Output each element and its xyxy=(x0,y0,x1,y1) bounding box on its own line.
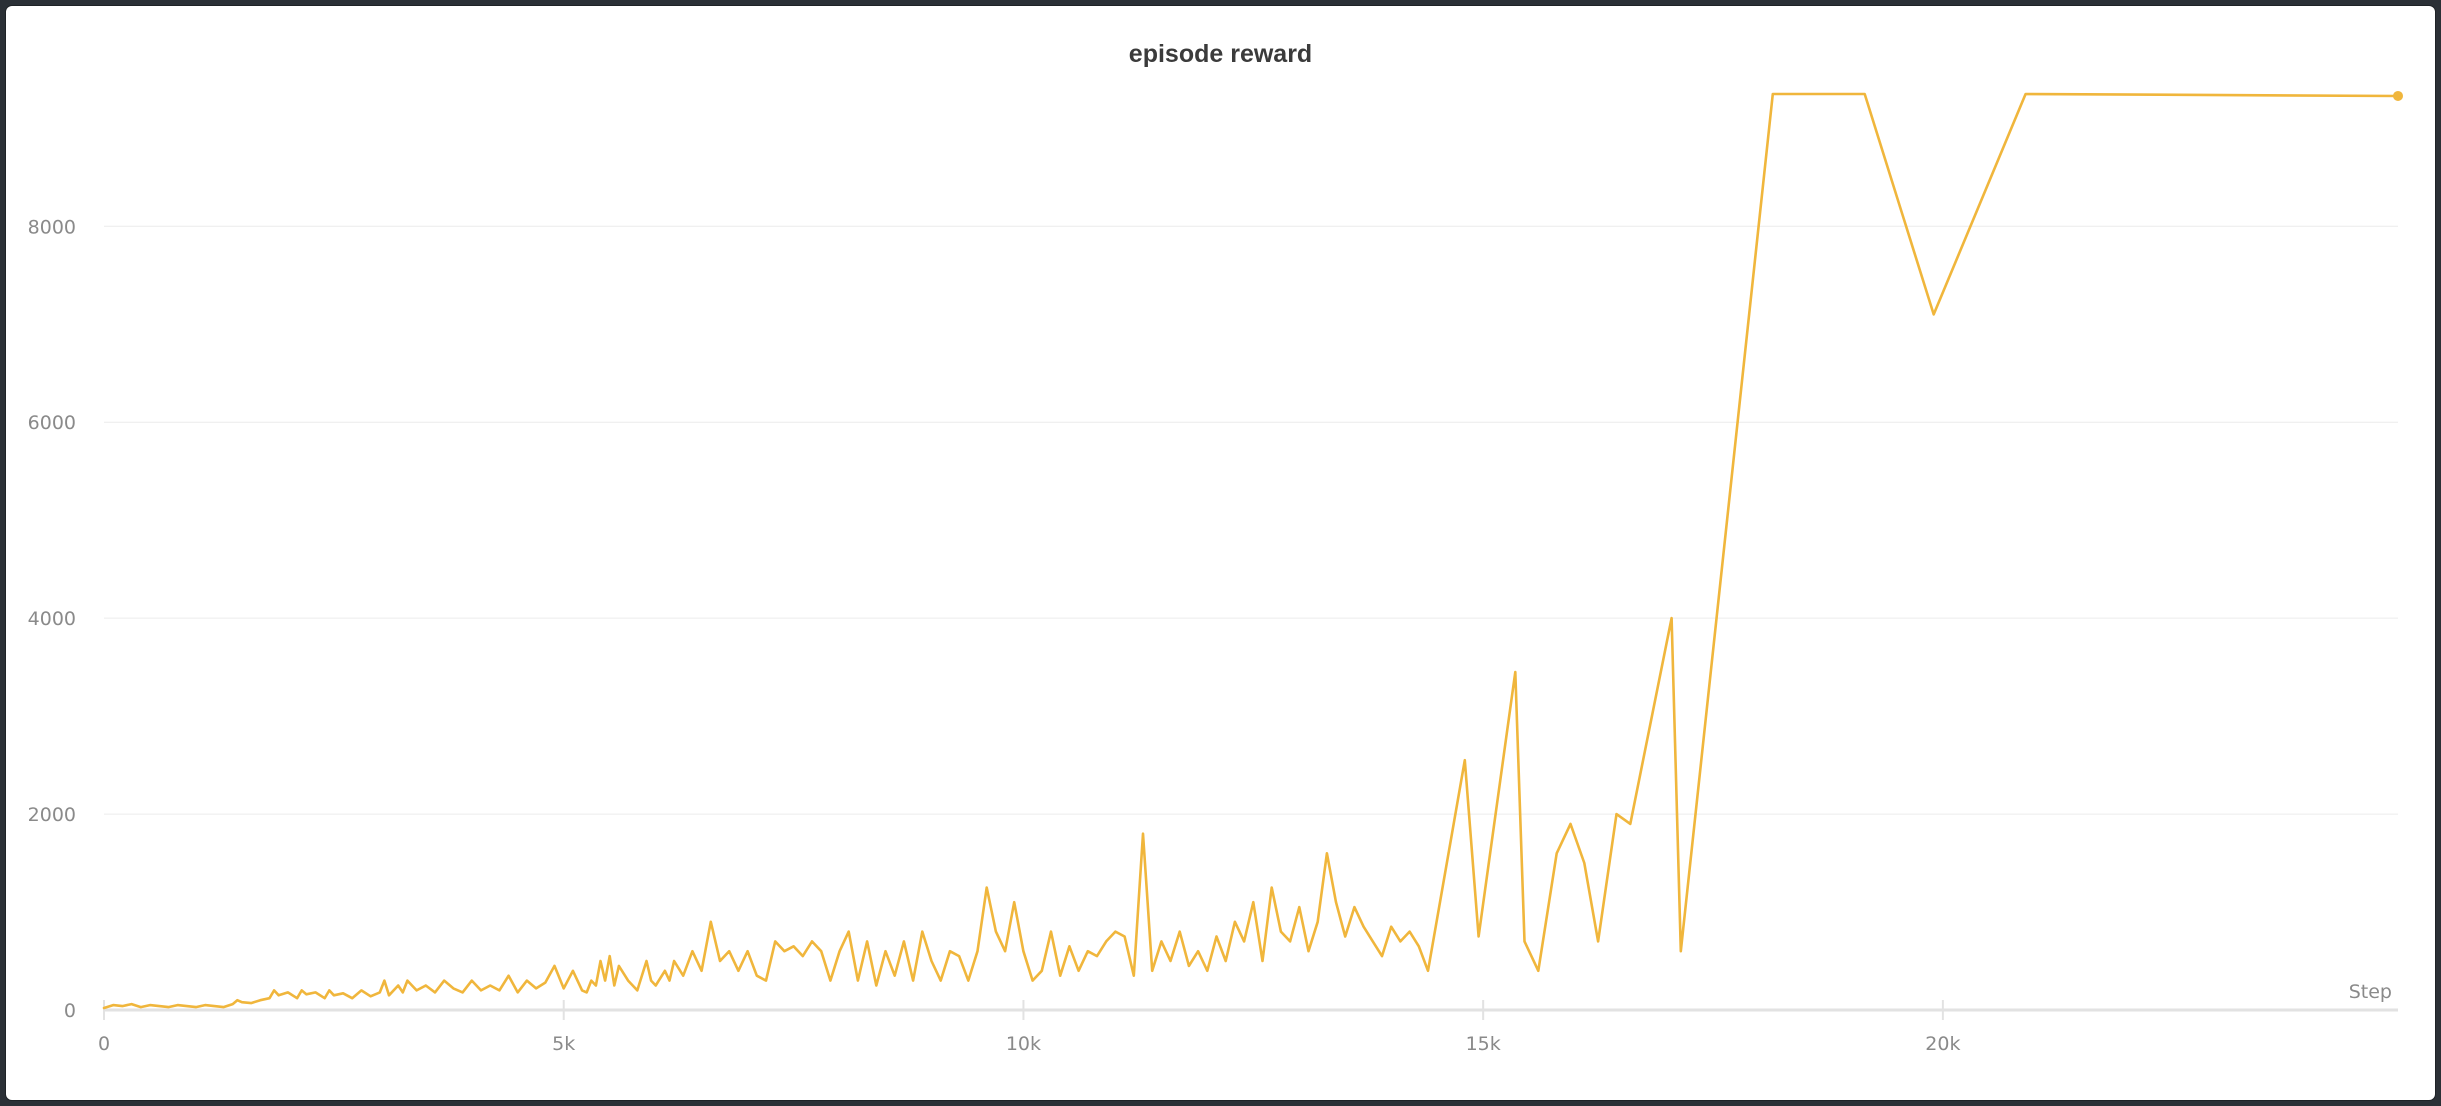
chart-title: episode reward xyxy=(1128,40,1313,68)
x-tick-label: 15k xyxy=(1466,1033,1501,1055)
y-tick-label: 8000 xyxy=(28,216,76,238)
series-layer xyxy=(102,90,2403,1010)
gridlines xyxy=(104,225,2398,815)
series-line xyxy=(102,92,2400,1010)
x-tick-label: 0 xyxy=(98,1033,110,1055)
chart-panel: episode reward 0 2000 4000 6000 8000 0 5k 10k 15… xyxy=(6,6,2435,1100)
y-tick-label: 2000 xyxy=(28,804,76,826)
x-tick-label: 20k xyxy=(1925,1033,1960,1055)
y-tick-label: 4000 xyxy=(28,608,76,630)
y-tick-label: 0 xyxy=(64,1000,76,1022)
series-endpoint xyxy=(2393,90,2403,101)
axis-labels: 0 2000 4000 6000 8000 0 5k 10k 15k 20k Step xyxy=(28,216,2392,1055)
y-tick-label: 6000 xyxy=(28,412,76,434)
x-axis xyxy=(103,1000,2398,1020)
line-chart[interactable]: 0 2000 4000 6000 8000 0 5k 10k 15k 20k Step xyxy=(6,6,2435,1100)
x-tick-label: 5k xyxy=(552,1033,575,1055)
x-axis-title: Step xyxy=(2349,981,2392,1003)
x-tick-label: 10k xyxy=(1006,1033,1041,1055)
